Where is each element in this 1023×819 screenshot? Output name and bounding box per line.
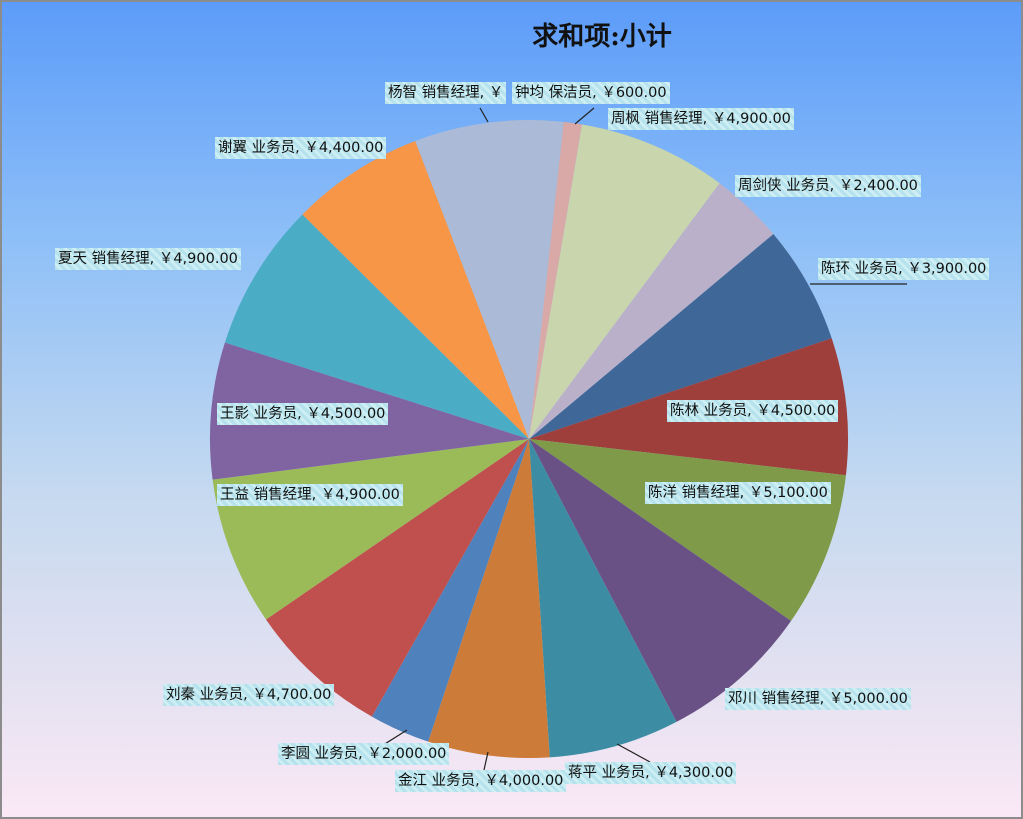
pie-slice: [529, 183, 774, 439]
data-label: 谢翼 业务员, ￥4,400.00: [215, 137, 387, 159]
data-label: 钟均 保洁员, ￥600.00: [512, 82, 670, 104]
pie-slice: [529, 124, 720, 439]
leader-line: [479, 107, 489, 123]
data-label: 周剑侠 业务员, ￥2,400.00: [735, 175, 921, 197]
pie-slice: [224, 214, 529, 439]
data-label: 刘秦 业务员, ￥4,700.00: [163, 684, 335, 706]
data-label: 周枫 销售经理, ￥4,900.00: [608, 108, 794, 130]
pie-slice: [529, 439, 792, 722]
leader-line: [483, 751, 489, 771]
data-label: 邓川 销售经理, ￥5,000.00: [725, 688, 911, 710]
pie-slice: [265, 439, 529, 717]
data-label: 陈林 业务员, ￥4,500.00: [667, 400, 839, 422]
pie-slice: [302, 140, 529, 439]
pie-slice: [529, 439, 677, 758]
pie-slice: [529, 121, 583, 439]
data-label: 金江 业务员, ￥4,000.00: [395, 770, 567, 792]
data-label: 王益 销售经理, ￥4,900.00: [217, 484, 403, 506]
data-label: 李圆 业务员, ￥2,000.00: [278, 743, 450, 765]
chart-title: 求和项:小计: [532, 22, 672, 52]
pie-slice: [371, 439, 529, 742]
data-label: 夏天 销售经理, ￥4,900.00: [55, 248, 241, 270]
pie-slice: [415, 120, 564, 439]
data-label: 杨智 销售经理, ￥: [385, 82, 507, 104]
pie-slice: [428, 439, 550, 759]
leader-line: [574, 107, 595, 125]
leader-line: [616, 743, 651, 763]
data-label: 王影 业务员, ￥4,500.00: [217, 403, 389, 425]
data-label: 蒋平 业务员, ￥4,300.00: [565, 762, 737, 784]
data-label: 陈洋 销售经理, ￥5,100.00: [645, 482, 831, 504]
data-label: 陈环 业务员, ￥3,900.00: [818, 258, 990, 280]
pie-slice: [529, 233, 832, 439]
